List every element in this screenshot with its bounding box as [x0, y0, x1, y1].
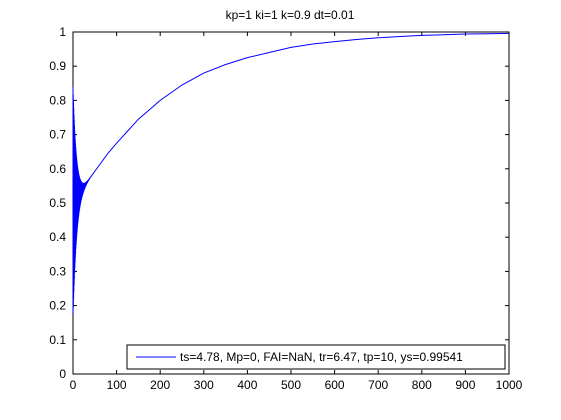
x-tick-label: 900 [455, 378, 475, 392]
y-tick-label: 0.6 [49, 162, 66, 176]
y-tick-label: 0.4 [49, 230, 66, 244]
x-tick-label: 800 [412, 378, 432, 392]
series-oscillation [72, 86, 91, 315]
series-line [90, 32, 510, 178]
axis-ticks: 0 100 200 300 400 500 600 700 800 900 1000 0 0.1 0.2 0… [49, 25, 522, 392]
x-tick-label: 100 [107, 378, 127, 392]
legend: ts=4.78, Mp=0, FAI=NaN, tr=6.47, tp=10, … [126, 344, 506, 370]
legend-box [126, 344, 506, 370]
x-tick-label: 500 [281, 378, 301, 392]
x-tick-label: 300 [194, 378, 214, 392]
series-lines [72, 32, 510, 315]
chart-title: kp=1 ki=1 k=0.9 dt=0.01 [226, 8, 355, 22]
legend-entry: ts=4.78, Mp=0, FAI=NaN, tr=6.47, tp=10, … [180, 350, 463, 364]
y-tick-label: 0.8 [49, 93, 66, 107]
y-tick-label: 0.1 [49, 333, 66, 347]
x-tick-label: 0 [70, 378, 77, 392]
y-tick-label: 0.2 [49, 299, 66, 313]
x-tick-label: 700 [368, 378, 388, 392]
y-tick-label: 1 [59, 25, 66, 39]
x-tick-label: 600 [325, 378, 345, 392]
y-tick-label: 0.7 [49, 128, 66, 142]
y-tick-label: 0.5 [49, 196, 66, 210]
x-tick-label: 1000 [496, 378, 523, 392]
y-tick-label: 0 [59, 367, 66, 381]
y-tick-label: 0.3 [49, 264, 66, 278]
plot-area: 0 100 200 300 400 500 600 700 800 900 1000 0 0.1 0.2 0… [49, 25, 522, 392]
x-tick-label: 200 [150, 378, 170, 392]
y-tick-label: 0.9 [49, 59, 66, 73]
axes-box [72, 31, 510, 375]
x-tick-label: 400 [237, 378, 257, 392]
